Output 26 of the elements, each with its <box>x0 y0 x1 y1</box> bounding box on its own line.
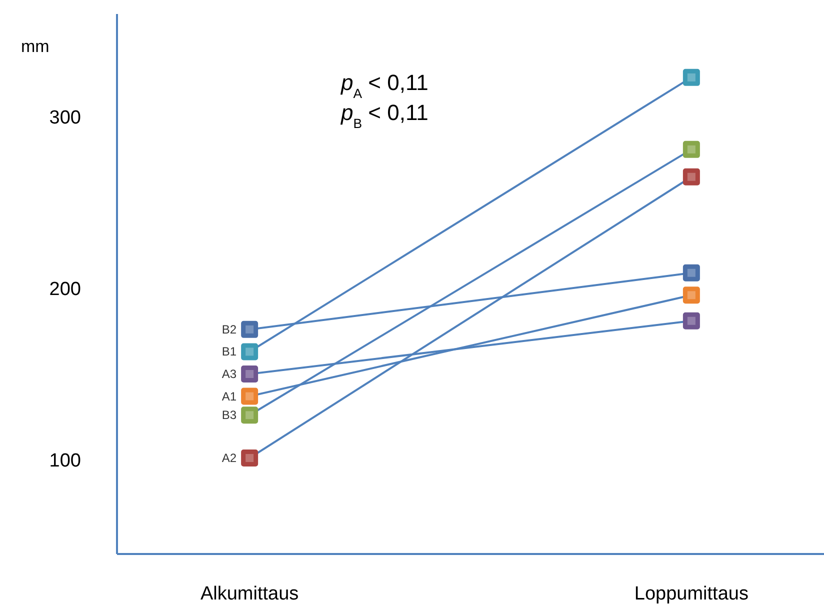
point <box>682 312 700 330</box>
point <box>241 343 258 360</box>
point <box>682 286 700 304</box>
point <box>682 264 700 282</box>
series-label: B2 <box>222 322 237 336</box>
x-tick-label: Alkumittaus <box>200 583 299 604</box>
point <box>241 388 258 405</box>
annotation: p$_{A}$ < 0,11 <box>340 70 428 100</box>
y-tick-label: 100 <box>49 450 81 472</box>
point <box>241 406 258 424</box>
series-label: A2 <box>222 451 237 465</box>
series-label: B3 <box>222 408 237 422</box>
y-tick-label: 300 <box>49 108 81 129</box>
point <box>682 140 700 158</box>
point <box>241 320 258 338</box>
y-tick-label: 200 <box>49 279 81 300</box>
series-label: B1 <box>222 344 237 359</box>
point <box>241 450 258 466</box>
series-label: A3 <box>222 367 237 381</box>
x-tick-label: Loppumittaus <box>634 583 748 604</box>
y-axis-title: mm <box>21 37 50 56</box>
point <box>241 366 258 382</box>
point <box>682 68 700 86</box>
annotation: p$_{B}$ < 0,11 <box>340 100 428 130</box>
point <box>682 168 700 186</box>
series-label: A1 <box>222 389 237 404</box>
